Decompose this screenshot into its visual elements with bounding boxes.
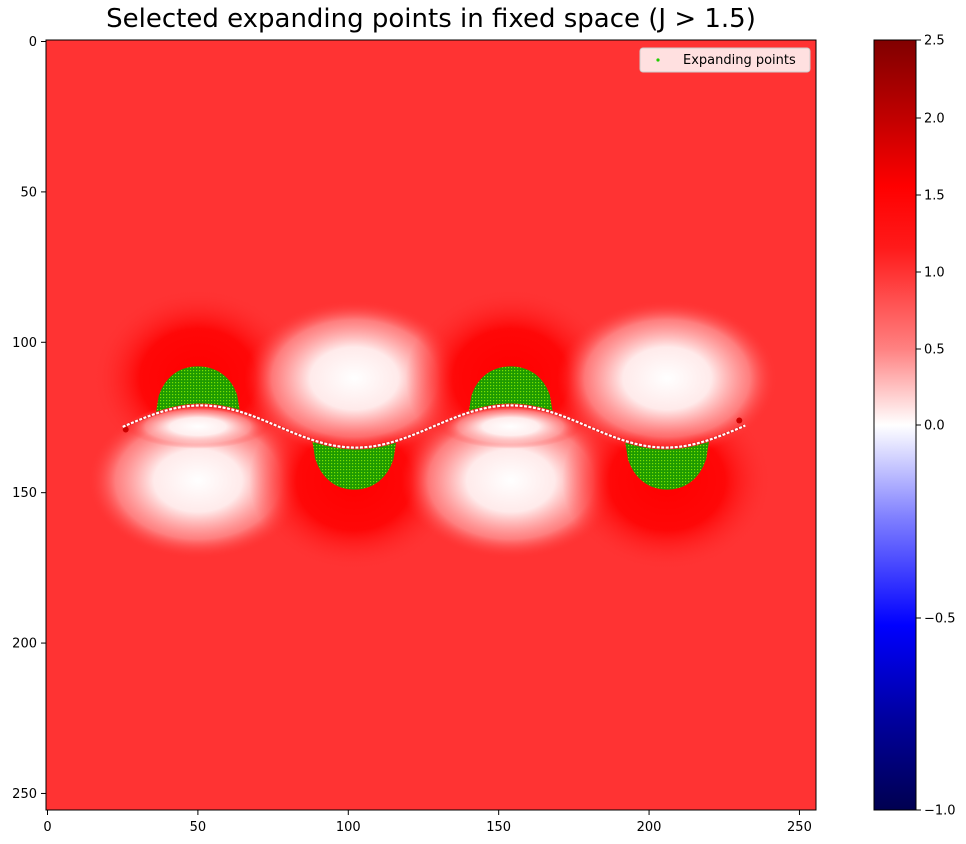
interface-curve [122, 404, 746, 449]
x-tick-label: 100 [336, 820, 361, 835]
plot-frame [45, 39, 817, 811]
low-field-blob [557, 300, 778, 457]
legend-label: Expanding points [683, 53, 796, 68]
x-tick-label: 200 [637, 820, 662, 835]
x-tick-label: 0 [43, 820, 51, 835]
x-tick-label: 50 [190, 820, 207, 835]
y-tick-label: 250 [12, 787, 37, 802]
y-tick-label: 100 [12, 336, 37, 351]
y-tick-label: 50 [20, 185, 37, 200]
low-field-blob [440, 404, 581, 449]
y-tick-label: 200 [12, 637, 37, 652]
legend-marker [656, 58, 660, 62]
x-tick-label: 150 [486, 820, 511, 835]
y-tick-label: 0 [29, 35, 37, 50]
low-field-blob [244, 300, 465, 457]
colorbar-tick-label: −0.5 [924, 612, 956, 627]
colorbar-tick-label: 0.5 [924, 343, 945, 358]
expanding-region [155, 366, 241, 414]
colorbar-tick-label: −1.0 [924, 804, 956, 819]
colorbar-tick-label: 0.0 [924, 419, 945, 434]
expanding-region [312, 439, 397, 490]
interface-endpoint [122, 426, 129, 433]
x-axis: 0 50 100 150 200 250 [43, 810, 812, 835]
low-field-blob [87, 402, 308, 559]
colorbar-tick-label: 1.0 [924, 266, 945, 281]
colorbar-tick-label: 1.5 [924, 189, 945, 204]
interface-endpoint [736, 417, 743, 424]
legend: Expanding points [639, 47, 811, 73]
expanding-region [468, 366, 553, 413]
x-tick-label: 250 [787, 820, 812, 835]
colorbar [873, 39, 917, 811]
y-axis: 0 50 100 150 200 250 [12, 35, 46, 802]
colorbar-axis: 2.5 2.0 1.5 1.0 0.5 0.0 −0.5 −1.0 [916, 34, 956, 819]
y-tick-label: 150 [12, 486, 37, 501]
chart-title: Selected expanding points in fixed space… [106, 4, 756, 34]
field-blobs [87, 288, 778, 571]
expanding-region [625, 439, 710, 490]
low-field-blob [400, 402, 621, 559]
low-field-blob [127, 404, 268, 449]
colorbar-tick-label: 2.5 [924, 34, 945, 49]
expanding-regions [122, 366, 743, 490]
colorbar-tick-label: 2.0 [924, 112, 945, 127]
